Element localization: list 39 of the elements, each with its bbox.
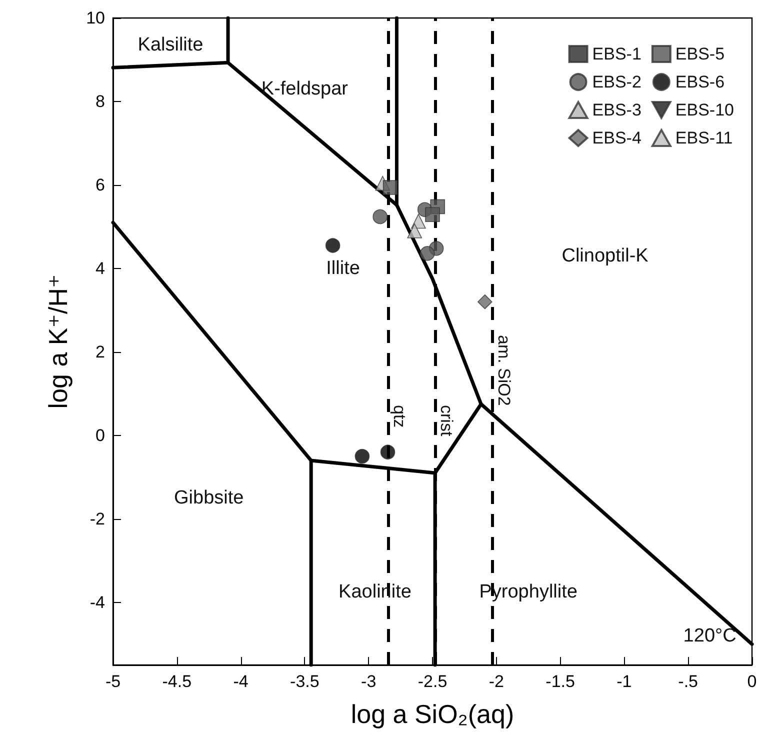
legend-label: EBS-3 [592, 100, 642, 120]
legend-label: EBS-4 [592, 128, 642, 148]
y-tick-label: 4 [96, 258, 105, 278]
y-axis-title: log a K⁺/H⁺ [43, 274, 73, 409]
ref-line-label: crist [437, 405, 456, 436]
ref-line-label: am. SiO2 [494, 335, 514, 406]
legend-label: EBS-2 [592, 72, 642, 92]
legend-label: EBS-5 [675, 44, 725, 64]
x-axis-title: log a SiO₂(aq) [350, 699, 514, 729]
x-tick-label: -2 [488, 672, 504, 691]
y-tick-label: 10 [86, 8, 105, 28]
x-tick-label: -4.5 [162, 672, 192, 691]
legend-label: EBS-6 [675, 72, 725, 92]
annotation: Kalsilite [138, 34, 204, 56]
annotation: Illite [326, 258, 360, 279]
y-tick-label: -2 [90, 509, 105, 528]
x-tick-label: -.5 [678, 672, 698, 691]
legend-label: EBS-11 [675, 128, 733, 148]
annotation: Gibbsite [174, 488, 244, 509]
legend-label: EBS-10 [675, 100, 734, 120]
x-tick-label: -1.5 [546, 672, 575, 691]
annotation: Pyrophyllite [479, 581, 578, 602]
y-tick-label: 0 [96, 426, 105, 445]
y-tick-label: 8 [96, 92, 105, 111]
x-tick-label: -3.5 [290, 672, 320, 691]
x-tick-label: -2.5 [418, 672, 448, 691]
x-tick-label: -5 [105, 672, 121, 691]
x-tick-label: -1 [616, 672, 632, 691]
y-tick-label: 6 [96, 175, 105, 194]
y-tick-label: -4 [90, 592, 105, 612]
x-tick-label: -4 [233, 672, 248, 691]
annotation: K-feldspar [261, 78, 349, 100]
ref-line-label: qtz [390, 405, 409, 428]
y-tick-label: 2 [96, 342, 105, 362]
x-tick-label: -3 [361, 672, 376, 691]
annotation: 120°C [683, 625, 736, 646]
x-tick-label: 0 [747, 672, 757, 691]
legend-label: EBS-1 [592, 44, 642, 64]
annotation: Clinoptil-K [562, 245, 649, 266]
